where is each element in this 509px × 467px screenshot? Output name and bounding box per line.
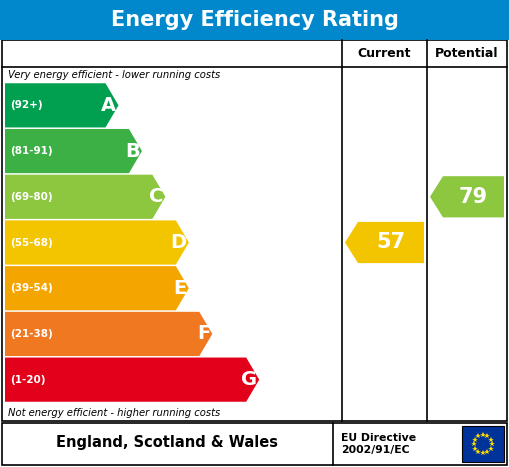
Text: Not energy efficient - higher running costs: Not energy efficient - higher running co… — [8, 408, 220, 417]
Polygon shape — [5, 358, 259, 402]
Text: (81-91): (81-91) — [10, 146, 52, 156]
Text: (69-80): (69-80) — [10, 192, 52, 202]
Text: (92+): (92+) — [10, 100, 43, 110]
Polygon shape — [430, 176, 504, 218]
Polygon shape — [5, 83, 119, 127]
Text: Current: Current — [358, 47, 411, 60]
Text: Potential: Potential — [435, 47, 499, 60]
Text: E: E — [174, 279, 187, 298]
Bar — [462, 426, 504, 462]
Bar — [2, 423, 507, 465]
Text: (39-54): (39-54) — [10, 283, 53, 293]
Text: 79: 79 — [459, 187, 488, 207]
Polygon shape — [5, 129, 142, 173]
Text: Energy Efficiency Rating: Energy Efficiency Rating — [110, 10, 399, 30]
Text: (21-38): (21-38) — [10, 329, 53, 339]
Polygon shape — [5, 312, 212, 356]
Text: A: A — [101, 96, 117, 115]
Text: F: F — [197, 325, 210, 343]
Text: B: B — [125, 142, 140, 161]
Polygon shape — [5, 175, 165, 219]
Text: Very energy efficient - lower running costs: Very energy efficient - lower running co… — [8, 71, 220, 80]
Polygon shape — [5, 220, 189, 265]
Bar — [0, 0, 509, 40]
Text: EU Directive: EU Directive — [341, 433, 416, 443]
Text: (1-20): (1-20) — [10, 375, 45, 385]
Text: 2002/91/EC: 2002/91/EC — [341, 445, 410, 455]
Bar — [2, 40, 507, 421]
Text: D: D — [171, 233, 187, 252]
Text: England, Scotland & Wales: England, Scotland & Wales — [56, 436, 278, 451]
Text: G: G — [241, 370, 257, 389]
Text: C: C — [149, 187, 163, 206]
Text: (55-68): (55-68) — [10, 238, 53, 248]
Polygon shape — [5, 266, 189, 310]
Polygon shape — [345, 222, 424, 263]
Text: 57: 57 — [377, 233, 406, 253]
